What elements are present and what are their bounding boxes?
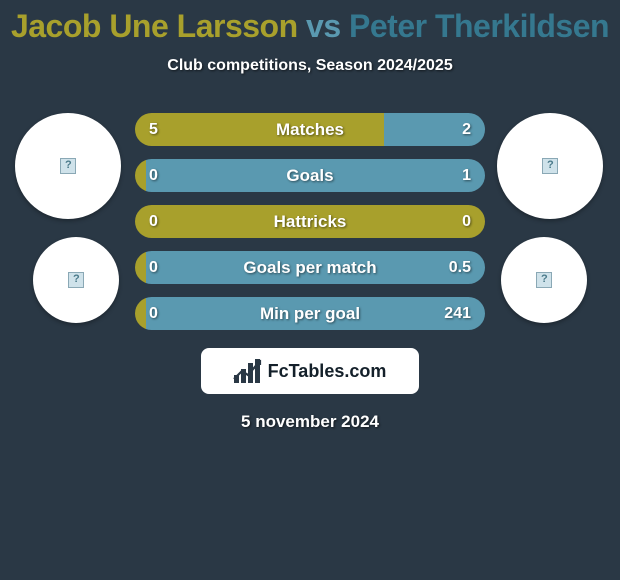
stat-bar: 01Goals [135,159,485,192]
player2-name: Peter Therkildsen [349,8,609,44]
bar-label: Goals [135,166,485,186]
bar-label: Matches [135,120,485,140]
player1-photo [15,113,121,219]
player2-avatars [497,113,605,323]
image-placeholder-icon [536,272,552,288]
logo-chart-icon [234,359,262,383]
player1-name: Jacob Une Larsson [11,8,298,44]
bar-label: Hattricks [135,212,485,232]
player2-club-logo [501,237,587,323]
bar-label: Min per goal [135,304,485,324]
logo-text: FcTables.com [268,361,387,382]
date-text: 5 november 2024 [0,412,620,432]
comparison-bars: 52Matches 01Goals 00Hattricks 00.5Goals per… [135,113,485,330]
footer-logo[interactable]: FcTables.com [201,348,419,394]
bar-label: Goals per match [135,258,485,278]
comparison-card: Jacob Une Larsson vs Peter Therkildsen C… [0,0,620,432]
player2-photo [497,113,603,219]
stat-bar: 00.5Goals per match [135,251,485,284]
main-layout: 52Matches 01Goals 00Hattricks 00.5Goals per… [0,113,620,330]
subtitle: Club competitions, Season 2024/2025 [0,57,620,75]
image-placeholder-icon [60,158,76,174]
stat-bar: 52Matches [135,113,485,146]
page-title: Jacob Une Larsson vs Peter Therkildsen [0,8,620,45]
vs-text: vs [306,8,341,44]
image-placeholder-icon [542,158,558,174]
player1-avatars [15,113,123,323]
stat-bar: 00Hattricks [135,205,485,238]
image-placeholder-icon [68,272,84,288]
stat-bar: 0241Min per goal [135,297,485,330]
player1-club-logo [33,237,119,323]
